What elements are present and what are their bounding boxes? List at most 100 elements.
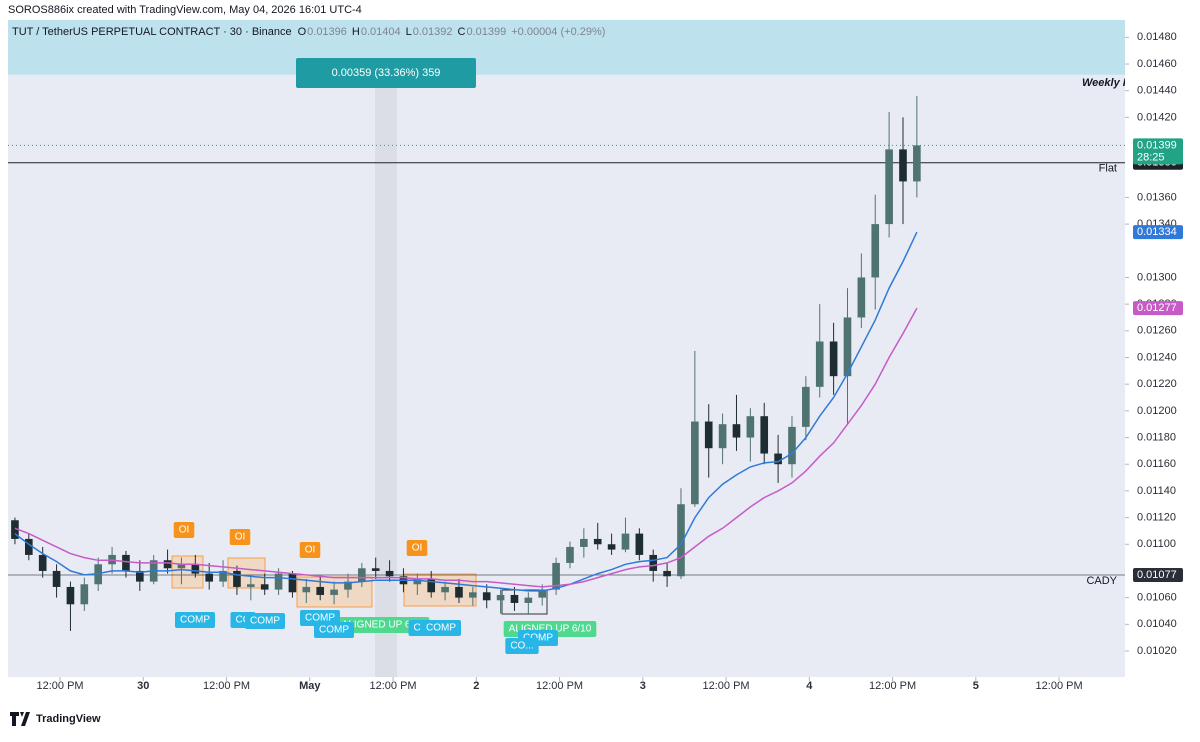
ma-price: 0.01334 [1137, 226, 1177, 238]
symbol: TUT / TetherUS PERPETUAL CONTRACT · 30 ·… [12, 26, 292, 38]
candle-body [802, 386, 810, 427]
candle-body [552, 562, 560, 590]
candle-body [732, 424, 741, 438]
candle-body [718, 424, 727, 449]
candle-body [469, 592, 477, 598]
x-tick-label: 4 [806, 680, 813, 692]
candle-body [344, 581, 352, 590]
candle-body [677, 504, 685, 577]
oi-label: OI [412, 543, 423, 554]
y-tick-label: 0.01440 [1137, 85, 1177, 97]
last-price-bg [1133, 138, 1183, 165]
candle-body [38, 554, 47, 571]
ohlc-key: O [298, 26, 307, 38]
candle-body [815, 341, 824, 387]
measure-box [296, 58, 476, 88]
y-tick-label: 0.01360 [1137, 191, 1177, 203]
comp-label-bg [421, 620, 461, 636]
candle-body [66, 586, 75, 605]
header: SOROS886ix created with TradingView.com,… [8, 4, 362, 16]
candle-body [330, 589, 338, 595]
y-tick-label: 0.01260 [1137, 325, 1177, 337]
y-tick-label: 0.01160 [1137, 458, 1176, 470]
candle-body [205, 573, 214, 582]
x-tick-label: 12:00 PM [1036, 680, 1083, 692]
candle-body [621, 533, 630, 550]
y-tick-label: 0.01460 [1137, 58, 1177, 70]
oi-label: OI [235, 532, 246, 543]
candle-body [177, 564, 186, 569]
candle-body [885, 149, 893, 225]
candle-body [524, 597, 533, 603]
x-tick-label: 12:00 PM [536, 680, 583, 692]
candle-body [746, 416, 755, 438]
candle-body [538, 589, 547, 598]
y-tick-label: 0.01020 [1137, 645, 1177, 657]
y-tick-label: 0.01240 [1137, 351, 1177, 363]
oi-label-bg [173, 522, 195, 538]
candle-body [136, 570, 144, 582]
ohlc-value: 0.01399 [466, 26, 506, 38]
candle-body [11, 520, 19, 539]
comp-label: COMP [180, 615, 210, 626]
y-tick-label: 0.01200 [1137, 405, 1177, 417]
x-tick-label: 2 [473, 680, 479, 692]
comp-label-bg [175, 612, 215, 628]
ma-price: 0.01277 [1137, 302, 1177, 314]
ohlc-key: H [352, 26, 360, 38]
candle-body [455, 586, 463, 598]
candle-body [566, 546, 574, 563]
candle-body [649, 554, 658, 571]
candle-body [691, 421, 699, 505]
x-tick-label: 12:00 PM [703, 680, 750, 692]
y-tick-label: 0.01140 [1137, 485, 1176, 497]
y-tick-label: 0.01120 [1137, 511, 1176, 523]
comp-label: COMP [305, 613, 335, 624]
comp-label: COMP [319, 625, 349, 636]
x-tick-label: 3 [640, 680, 646, 692]
y-tick-label: 0.01180 [1137, 431, 1176, 443]
x-tick-label: 12:00 PM [36, 680, 83, 692]
candle-body [760, 416, 769, 454]
aligned-label: ALIGNED UP 6/10 [509, 624, 592, 635]
candle-body [496, 594, 505, 601]
y-tick-label: 0.01060 [1137, 592, 1177, 604]
candle-body [580, 538, 588, 547]
candle-body [871, 224, 880, 278]
candle-body [80, 584, 89, 605]
candle-body [385, 570, 394, 577]
moving-average [14, 307, 918, 588]
price-line-name: Flat [1099, 163, 1117, 175]
candle-body [843, 317, 852, 377]
candle-body [288, 573, 297, 593]
candle-body [316, 586, 325, 595]
measure-label: 0.00359 (33.36%) 359 [332, 67, 441, 79]
comp-label-bg [505, 638, 539, 654]
candle-body [233, 570, 241, 587]
candle-body [163, 560, 172, 569]
price-axis [1125, 20, 1200, 677]
candle-body [899, 149, 907, 182]
moving-average [14, 231, 918, 592]
x-tick-label: 12:00 PM [869, 680, 916, 692]
candle-body [247, 584, 255, 587]
comp-label: COMP [250, 616, 280, 627]
candle-body [302, 586, 311, 593]
candle-body [219, 570, 227, 582]
comp-label: COMP [523, 633, 553, 644]
candle-body [510, 594, 519, 603]
y-tick-label: 0.01100 [1137, 538, 1176, 550]
change: +0.00004 (+0.29%) [511, 26, 605, 38]
ma-price-bg [1133, 301, 1183, 316]
oi-label-bg [299, 542, 321, 558]
candle-body [704, 421, 713, 449]
oi-label-bg [229, 529, 251, 545]
candle-body [413, 578, 422, 585]
price-line-name: CADY [1086, 575, 1117, 587]
candle-body [635, 533, 644, 555]
candle-body [122, 554, 130, 571]
x-tick-label: May [299, 680, 321, 692]
y-tick-label: 0.01040 [1137, 618, 1177, 630]
last-price-countdown: 28:25 [1137, 151, 1165, 163]
